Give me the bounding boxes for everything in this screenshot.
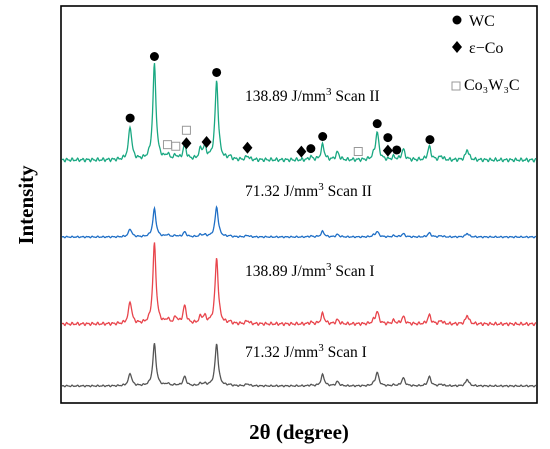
epsilon-co-peak-marker bbox=[382, 144, 393, 157]
wc-peak-marker bbox=[212, 67, 222, 77]
wc-marker-icon bbox=[452, 15, 462, 25]
legend-label-wc: WC bbox=[469, 13, 495, 30]
wc-peak-marker bbox=[149, 51, 159, 61]
legend-item-co3w3c: Co₃W₃C bbox=[451, 77, 520, 94]
wc-peak-marker bbox=[372, 119, 382, 129]
co3w3c-peak-marker bbox=[353, 147, 363, 157]
epsilon-co-peak-marker bbox=[201, 136, 212, 149]
x-axis-title: 2θ (degree) bbox=[249, 420, 349, 444]
legend-item-wc: WC bbox=[452, 13, 495, 30]
series-label-2: 138.89 J/mm3 Scan I bbox=[245, 261, 375, 280]
epsilon-co-marker-icon bbox=[452, 41, 462, 53]
legend-label-co3w3c: Co₃W₃C bbox=[464, 77, 520, 94]
series-line-4 bbox=[62, 63, 537, 163]
wc-peak-marker bbox=[425, 135, 435, 145]
co3w3c-peak-marker bbox=[171, 141, 181, 151]
series-label-3: 71.32 J/mm3 Scan II bbox=[245, 181, 372, 200]
series-layer bbox=[62, 63, 537, 388]
wc-peak-marker bbox=[306, 144, 316, 154]
legend: WC ε−Co Co₃W₃C bbox=[451, 13, 520, 94]
legend-label-epsilon-co: ε−Co bbox=[469, 40, 503, 57]
plot-frame bbox=[60, 5, 538, 404]
wc-peak-marker bbox=[318, 132, 328, 142]
peak-marker-layer bbox=[125, 51, 435, 158]
series-label-layer: 71.32 J/mm3 Scan I 138.89 J/mm3 Scan I 71.… bbox=[245, 86, 380, 361]
epsilon-co-peak-marker bbox=[296, 145, 307, 158]
series-line-1 bbox=[62, 343, 537, 388]
legend-item-epsilon-co: ε−Co bbox=[452, 40, 503, 57]
series-line-3 bbox=[62, 205, 536, 239]
y-axis-title: Intensity bbox=[14, 165, 38, 245]
epsilon-co-peak-marker bbox=[242, 141, 253, 154]
epsilon-co-peak-marker bbox=[181, 137, 192, 150]
co3w3c-peak-marker bbox=[181, 125, 191, 135]
co3w3c-marker-icon bbox=[451, 81, 461, 91]
series-label-1: 71.32 J/mm3 Scan I bbox=[245, 342, 367, 361]
wc-peak-marker bbox=[383, 133, 393, 143]
series-label-4: 138.89 J/mm3 Scan II bbox=[245, 86, 380, 105]
wc-peak-marker bbox=[125, 113, 135, 123]
wc-peak-marker bbox=[392, 145, 402, 155]
co3w3c-peak-marker bbox=[162, 140, 172, 150]
series-line-2 bbox=[62, 242, 537, 327]
